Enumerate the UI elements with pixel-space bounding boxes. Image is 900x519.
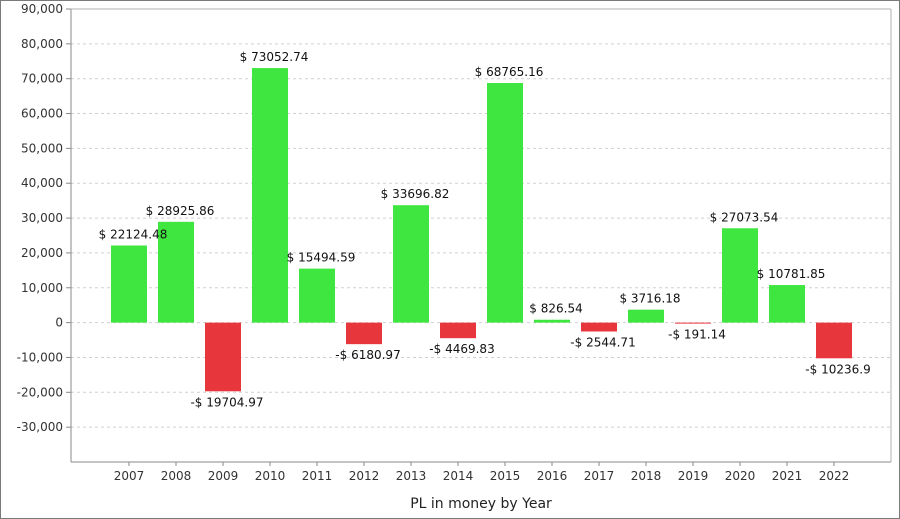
data-label: -$ 10236.9 (805, 362, 870, 376)
bar (675, 322, 711, 324)
data-label: -$ 191.14 (668, 327, 726, 341)
y-tick-label: 30,000 (21, 211, 63, 225)
data-label: -$ 2544.71 (570, 335, 635, 349)
bar (205, 322, 241, 392)
bar (722, 228, 758, 323)
x-axis-title: PL in money by Year (410, 496, 552, 512)
bar (393, 205, 429, 323)
x-tick-label: 2021 (772, 469, 803, 483)
y-tick-label: 0 (55, 316, 63, 330)
bar (299, 268, 335, 323)
data-label: $ 33696.82 (381, 187, 450, 201)
data-label: $ 27073.54 (710, 210, 779, 224)
x-tick-label: 2017 (584, 469, 615, 483)
data-label: $ 28925.86 (146, 204, 215, 218)
x-tick-label: 2014 (443, 469, 474, 483)
y-tick-label: 20,000 (21, 246, 63, 260)
x-tick-label: 2011 (302, 469, 333, 483)
bar (581, 322, 617, 332)
x-tick-label: 2018 (631, 469, 662, 483)
data-label: $ 10781.85 (757, 267, 826, 281)
y-tick-label: -20,000 (17, 385, 63, 399)
x-tick-label: 2019 (678, 469, 709, 483)
data-label: -$ 19704.97 (190, 395, 263, 409)
x-tick-label: 2007 (114, 469, 145, 483)
value-labels: $ 22124.48 $ 28925.86 -$ 19704.97 $ 73052.7… (99, 50, 871, 409)
x-tick-label: 2015 (490, 469, 521, 483)
data-label: $ 22124.48 (99, 228, 168, 242)
y-tick-label: -10,000 (17, 350, 63, 364)
x-tick-label: 2016 (537, 469, 568, 483)
data-label: $ 68765.16 (475, 65, 544, 79)
bar (346, 322, 382, 345)
y-tick-label: 10,000 (21, 281, 63, 295)
data-label: -$ 6180.97 (335, 348, 400, 362)
bar (534, 319, 570, 323)
bar (628, 309, 664, 323)
x-tick-label: 2008 (161, 469, 192, 483)
y-tick-label: 70,000 (21, 72, 63, 86)
x-tick-label: 2013 (396, 469, 427, 483)
data-label: $ 15494.59 (287, 251, 356, 265)
y-tick-label: 80,000 (21, 37, 63, 51)
bar (158, 221, 194, 323)
data-label: $ 826.54 (529, 302, 582, 316)
x-tick-label: 2022 (819, 469, 850, 483)
x-tick-label: 2020 (725, 469, 756, 483)
bar (769, 285, 805, 323)
x-tick-label: 2012 (349, 469, 380, 483)
x-tick-label: 2009 (208, 469, 239, 483)
y-tick-label: 40,000 (21, 176, 63, 190)
y-tick-label: -30,000 (17, 420, 63, 434)
bar (816, 322, 852, 359)
bar (487, 82, 523, 323)
y-tick-label: 50,000 (21, 141, 63, 155)
bars (111, 68, 852, 392)
y-tick-label: 60,000 (21, 107, 63, 121)
bar (440, 322, 476, 339)
data-label: $ 73052.74 (240, 50, 309, 64)
y-tick-label: 90,000 (21, 2, 63, 16)
axes: -30,000 -20,000 -10,000 0 10,000 20,000 30,000… (17, 2, 892, 483)
data-label: $ 3716.18 (619, 292, 680, 306)
bar (111, 245, 147, 323)
data-label: -$ 4469.83 (429, 342, 494, 356)
bar (252, 68, 288, 323)
x-tick-label: 2010 (255, 469, 286, 483)
